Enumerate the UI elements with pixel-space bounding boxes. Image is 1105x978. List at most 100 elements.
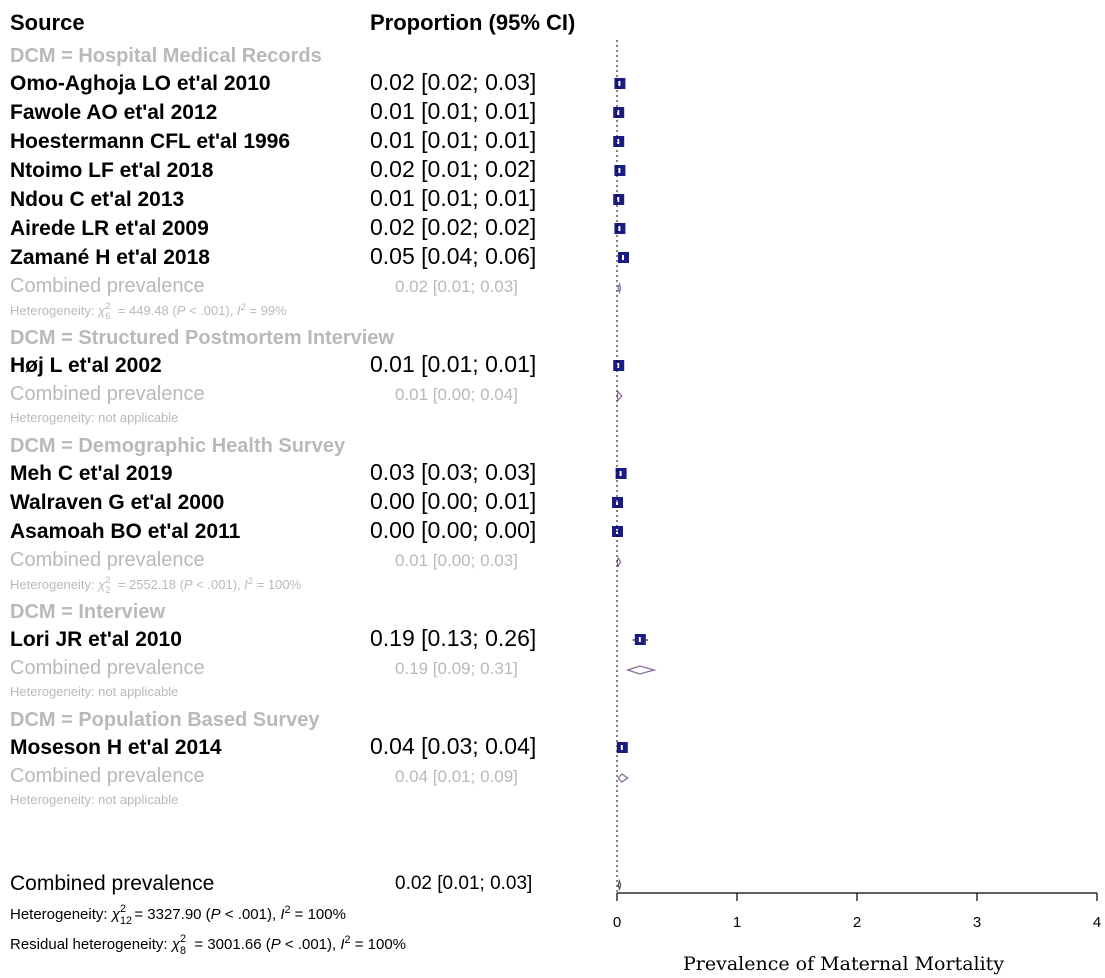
x-axis-title: Prevalence of Maternal Mortality bbox=[683, 953, 1005, 975]
i-sup: 2 bbox=[240, 302, 246, 312]
subgroup-combined-label: Combined prevalence bbox=[10, 657, 205, 679]
heterogeneity-stat: = 3001.66 ( bbox=[190, 935, 271, 953]
subgroup-combined-estimate: 0.01 [0.00; 0.04] bbox=[395, 385, 518, 404]
i-symbol: I bbox=[237, 303, 241, 319]
heterogeneity-prefix: Heterogeneity: bbox=[10, 577, 99, 593]
study-name: Walraven G et'al 2000 bbox=[10, 491, 225, 514]
subgroup-heterogeneity: Heterogeneity: not applicable bbox=[10, 684, 179, 699]
study-name: Hoestermann CFL et'al 1996 bbox=[10, 130, 291, 153]
study-estimate: 0.01 [0.01; 0.01] bbox=[370, 98, 537, 124]
chi-sub: 12 bbox=[119, 914, 132, 927]
heterogeneity-prefix: Heterogeneity: bbox=[10, 905, 112, 923]
subgroup-label: DCM = Structured Postmortem Interview bbox=[10, 327, 394, 349]
study-name: Airede LR et'al 2009 bbox=[10, 217, 209, 240]
study-name: Fawole AO et'al 2012 bbox=[10, 101, 218, 124]
study-name: Lori JR et'al 2010 bbox=[10, 628, 182, 651]
x-tick-label: 1 bbox=[733, 914, 741, 931]
study-estimate: 0.02 [0.02; 0.02] bbox=[370, 214, 537, 240]
chi-sub: 8 bbox=[179, 944, 186, 957]
chi-symbol: χ bbox=[98, 577, 106, 593]
i-symbol: I bbox=[340, 935, 345, 953]
overall-heterogeneity: Heterogeneity: χ 2 12 = 3327.90 (P < .001)… bbox=[10, 903, 346, 925]
study-name: Omo-Aghoja LO et'al 2010 bbox=[10, 72, 271, 95]
subgroup-combined-estimate: 0.04 [0.01; 0.09] bbox=[395, 767, 518, 786]
heterogeneity-p: < .001), bbox=[192, 577, 245, 593]
heterogeneity-i2: = 100% bbox=[350, 935, 407, 953]
subgroup-heterogeneity: Heterogeneity: not applicable bbox=[10, 792, 179, 807]
study-box-center bbox=[618, 226, 621, 231]
subgroup-label: DCM = Interview bbox=[10, 601, 166, 623]
study-name: Zamané H et'al 2018 bbox=[10, 246, 210, 269]
subgroup-combined-estimate: 0.02 [0.01; 0.03] bbox=[395, 277, 518, 296]
chi-sub: 2 bbox=[105, 585, 111, 596]
i-symbol: I bbox=[280, 905, 285, 923]
subgroup-combined-label: Combined prevalence bbox=[10, 383, 205, 405]
study-name: Ndou C et'al 2013 bbox=[10, 188, 185, 211]
combined-diamond bbox=[625, 665, 657, 675]
study-box-center bbox=[616, 500, 618, 505]
heterogeneity-prefix: Heterogeneity: bbox=[10, 303, 99, 319]
study-name: Meh C et'al 2019 bbox=[10, 462, 173, 485]
study-estimate: 0.00 [0.00; 0.01] bbox=[370, 488, 537, 514]
i-symbol: I bbox=[244, 577, 248, 593]
chi-symbol: χ bbox=[171, 935, 180, 953]
study-box-center bbox=[638, 637, 641, 642]
overall-combined-label: Combined prevalence bbox=[10, 872, 215, 895]
p-symbol: P bbox=[270, 935, 281, 953]
study-box-center bbox=[622, 255, 624, 260]
combined-diamond bbox=[617, 281, 622, 295]
combined-diamond bbox=[617, 773, 629, 783]
subgroup-combined-label: Combined prevalence bbox=[10, 765, 205, 787]
p-symbol: P bbox=[176, 303, 186, 319]
study-estimate: 0.02 [0.01; 0.02] bbox=[370, 156, 537, 182]
study-box-center bbox=[619, 471, 622, 476]
overall-combined-estimate: 0.02 [0.01; 0.03] bbox=[395, 873, 533, 894]
chi-sup: 2 bbox=[105, 574, 111, 585]
subgroup-combined-estimate: 0.19 [0.09; 0.31] bbox=[395, 659, 518, 678]
heterogeneity-prefix: Residual heterogeneity: bbox=[10, 935, 172, 953]
chi-symbol: χ bbox=[98, 303, 106, 319]
heterogeneity-p: < .001), bbox=[185, 303, 238, 319]
heterogeneity-i2: = 99% bbox=[245, 303, 287, 319]
x-tick-label: 2 bbox=[853, 914, 861, 931]
heterogeneity-p: < .001), bbox=[280, 935, 341, 953]
heterogeneity-stat: = 2552.18 ( bbox=[114, 577, 184, 593]
study-box-center bbox=[618, 81, 621, 86]
study-name: Asamoah BO et'al 2011 bbox=[10, 520, 241, 543]
i-sup: 2 bbox=[344, 934, 351, 946]
study-box-center bbox=[617, 363, 620, 368]
study-estimate: 0.02 [0.02; 0.03] bbox=[370, 69, 537, 95]
study-box-center bbox=[617, 110, 620, 115]
study-box-center bbox=[617, 139, 620, 144]
study-box-center bbox=[620, 745, 623, 750]
heterogeneity-i2: = 100% bbox=[290, 905, 346, 923]
heterogeneity-stat: = 449.48 ( bbox=[114, 303, 177, 319]
subgroup-combined-label: Combined prevalence bbox=[10, 549, 205, 571]
study-name: Høj L et'al 2002 bbox=[10, 354, 162, 377]
subgroup-label: DCM = Population Based Survey bbox=[10, 709, 320, 731]
subgroup-combined-label: Combined prevalence bbox=[10, 275, 205, 297]
study-name: Moseson H et'al 2014 bbox=[10, 736, 222, 759]
x-tick-label: 4 bbox=[1093, 914, 1101, 931]
chi-sub: 6 bbox=[105, 311, 111, 322]
study-estimate: 0.03 [0.03; 0.03] bbox=[370, 459, 537, 485]
heterogeneity-p: < .001), bbox=[220, 905, 281, 923]
x-tick-label: 0 bbox=[613, 914, 621, 931]
subgroup-heterogeneity: Heterogeneity: not applicable bbox=[10, 410, 179, 425]
study-estimate: 0.04 [0.03; 0.04] bbox=[370, 733, 537, 759]
heterogeneity-stat: = 3327.90 ( bbox=[130, 905, 211, 923]
study-estimate: 0.01 [0.01; 0.01] bbox=[370, 127, 537, 153]
study-estimate: 0.19 [0.13; 0.26] bbox=[370, 625, 537, 651]
chi-sub-sup: 2 12 bbox=[120, 903, 132, 925]
column-header-estimate: Proportion (95% CI) bbox=[370, 10, 576, 35]
study-estimate: 0.00 [0.00; 0.00] bbox=[370, 517, 537, 543]
x-tick-label: 3 bbox=[973, 914, 981, 931]
column-header-source: Source bbox=[10, 10, 85, 35]
study-box-center bbox=[617, 197, 620, 202]
